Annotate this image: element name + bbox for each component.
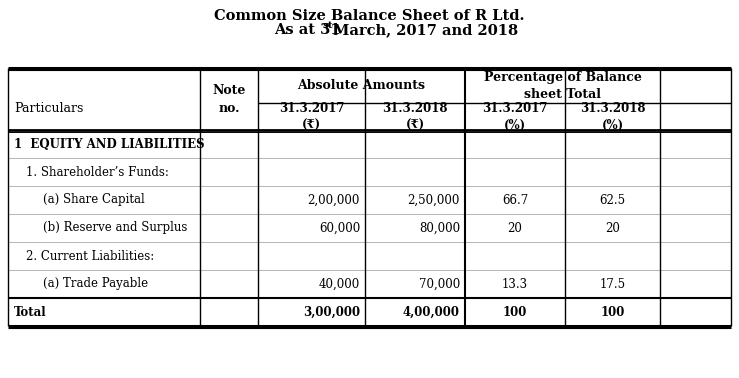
Text: Common Size Balance Sheet of R Ltd.: Common Size Balance Sheet of R Ltd. xyxy=(214,9,525,23)
Text: st: st xyxy=(322,22,333,31)
Text: 31.3.2017
(%): 31.3.2017 (%) xyxy=(483,102,548,132)
Text: 31.3.2018
(%): 31.3.2018 (%) xyxy=(580,102,645,132)
Text: 31.3.2017
(₹): 31.3.2017 (₹) xyxy=(279,102,344,132)
Text: 40,000: 40,000 xyxy=(319,277,360,291)
Text: 3,00,000: 3,00,000 xyxy=(303,305,360,319)
Text: (a) Share Capital: (a) Share Capital xyxy=(43,194,145,206)
Text: 20: 20 xyxy=(508,222,522,234)
Text: 100: 100 xyxy=(600,305,624,319)
Text: Absolute Amounts: Absolute Amounts xyxy=(298,79,426,92)
Text: 66.7: 66.7 xyxy=(502,194,528,206)
Text: March, 2017 and 2018: March, 2017 and 2018 xyxy=(327,23,517,37)
Text: 2. Current Liabilities:: 2. Current Liabilities: xyxy=(26,249,154,262)
Text: 17.5: 17.5 xyxy=(599,277,625,291)
Text: (b) Reserve and Surplus: (b) Reserve and Surplus xyxy=(43,222,188,234)
Text: Particulars: Particulars xyxy=(14,102,84,115)
Text: 80,000: 80,000 xyxy=(419,222,460,234)
Text: 70,000: 70,000 xyxy=(419,277,460,291)
Text: (a) Trade Payable: (a) Trade Payable xyxy=(43,277,148,291)
Text: As at 31: As at 31 xyxy=(274,23,341,37)
Text: 60,000: 60,000 xyxy=(319,222,360,234)
Text: 62.5: 62.5 xyxy=(599,194,625,206)
Text: 100: 100 xyxy=(503,305,527,319)
Text: Total: Total xyxy=(14,305,47,319)
Text: 31.3.2018
(₹): 31.3.2018 (₹) xyxy=(382,102,448,132)
Text: Note
no.: Note no. xyxy=(212,84,245,115)
Text: 1  EQUITY AND LIABILITIES: 1 EQUITY AND LIABILITIES xyxy=(14,138,205,150)
Text: 1. Shareholder’s Funds:: 1. Shareholder’s Funds: xyxy=(26,166,169,178)
Text: 2,50,000: 2,50,000 xyxy=(408,194,460,206)
Text: 13.3: 13.3 xyxy=(502,277,528,291)
Text: 20: 20 xyxy=(605,222,620,234)
Text: 2,00,000: 2,00,000 xyxy=(307,194,360,206)
Text: Percentage of Balance
sheet Total: Percentage of Balance sheet Total xyxy=(483,71,641,101)
Text: 4,00,000: 4,00,000 xyxy=(403,305,460,319)
